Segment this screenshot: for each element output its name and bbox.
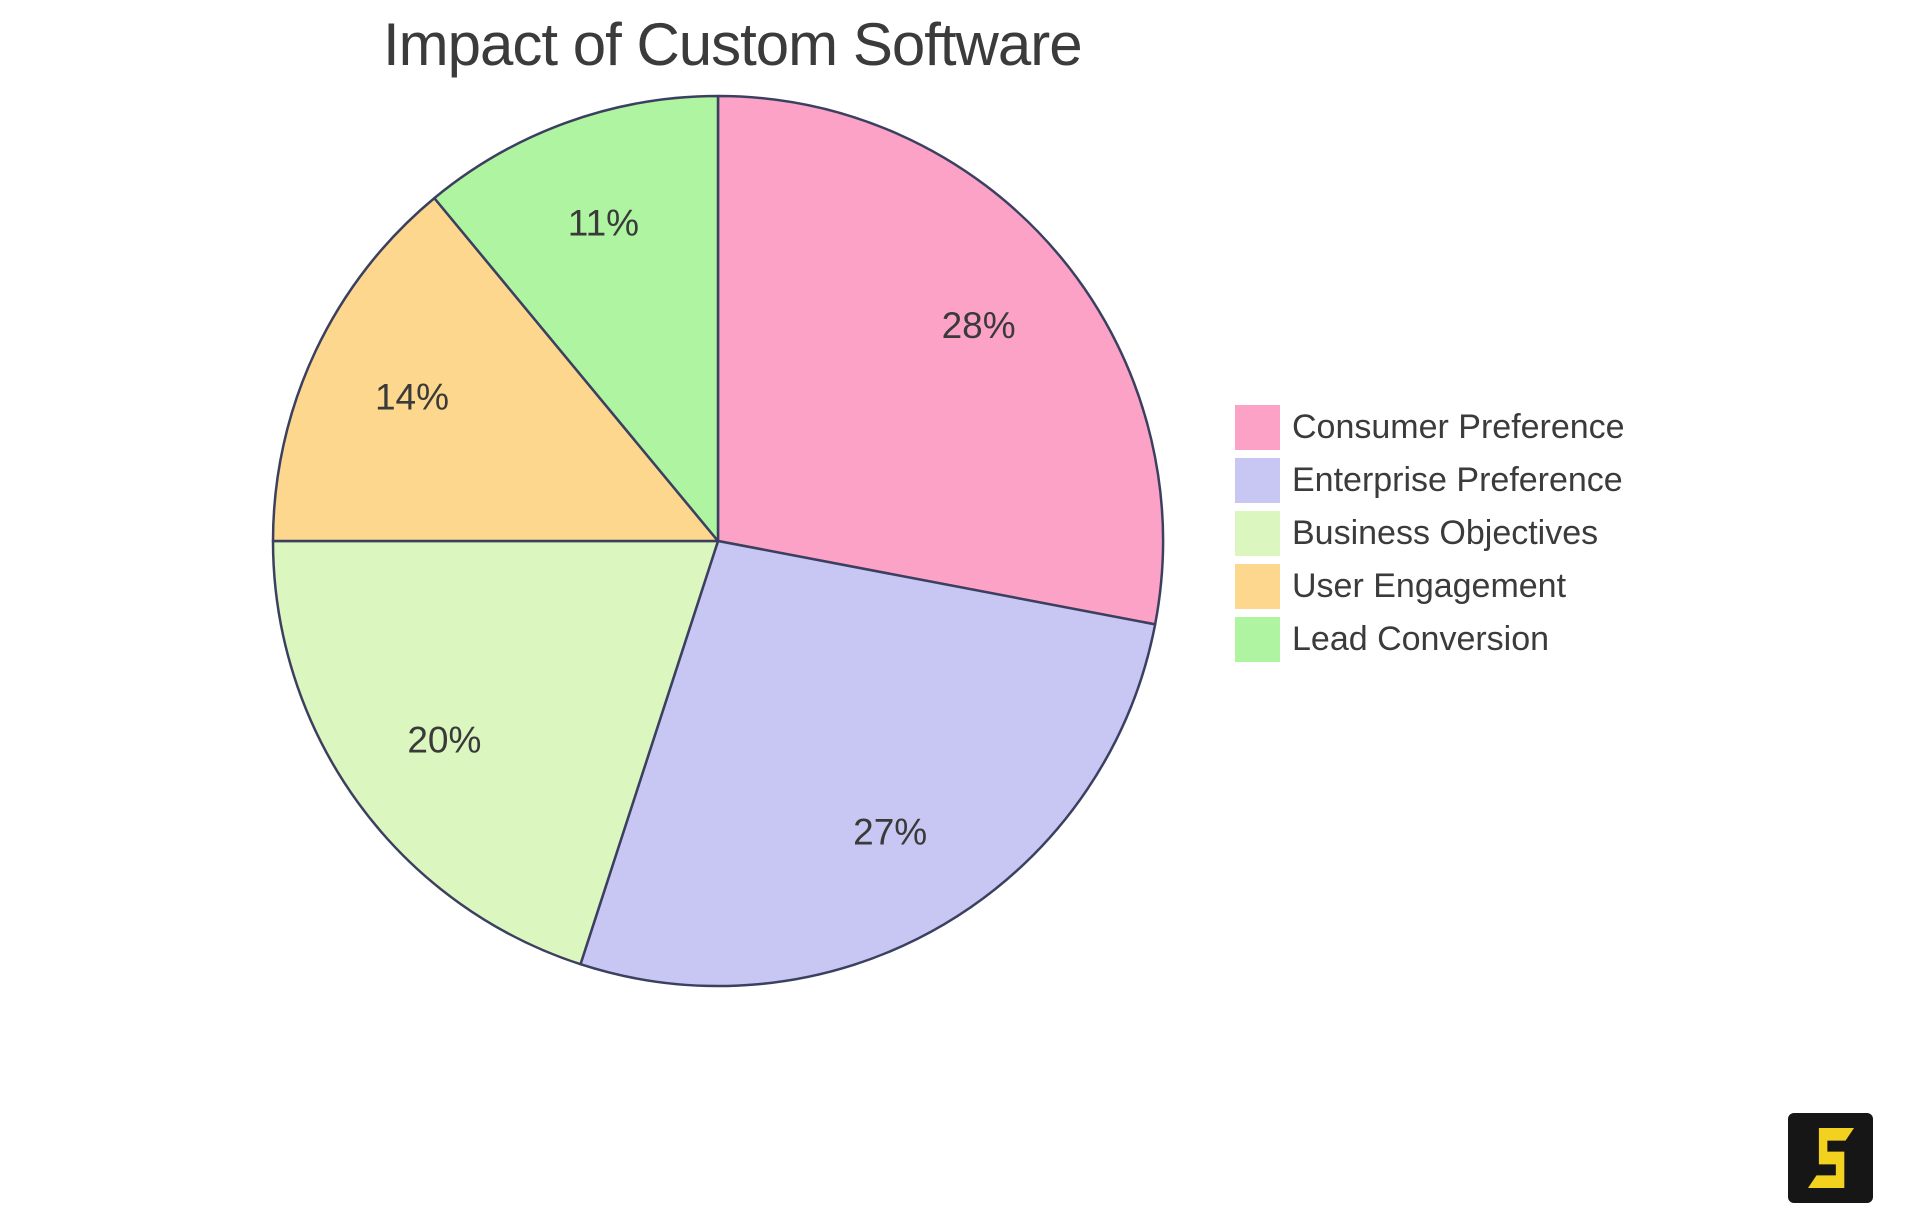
chart-title: Impact of Custom Software xyxy=(383,11,1083,78)
pie-slice-lead-conversion xyxy=(433,94,720,543)
legend-label-user-engagement: User Engagement xyxy=(1292,567,1567,605)
legend-swatch-business-objectives xyxy=(1235,511,1280,556)
brand-s-icon xyxy=(1807,1128,1854,1188)
legend-label-enterprise-preference: Enterprise Preference xyxy=(1292,461,1623,499)
pie-slice-user-engagement xyxy=(271,196,720,543)
pie-value-label-business-objectives: 20% xyxy=(407,719,481,760)
pie-value-label-consumer-preference: 28% xyxy=(942,305,1016,346)
legend-item-lead-conversion: Lead Conversion xyxy=(1235,617,1625,662)
pie-value-label-enterprise-preference: 27% xyxy=(853,812,927,853)
legend-swatch-lead-conversion xyxy=(1235,617,1280,662)
legend-label-lead-conversion: Lead Conversion xyxy=(1292,620,1550,658)
legend: Consumer Preference Enterprise Preference… xyxy=(1235,405,1625,670)
legend-item-enterprise-preference: Enterprise Preference xyxy=(1235,458,1625,503)
pie-slice-consumer-preference xyxy=(716,94,1165,626)
legend-swatch-enterprise-preference xyxy=(1235,458,1280,503)
legend-item-user-engagement: User Engagement xyxy=(1235,564,1625,609)
pie-value-label-lead-conversion: 11% xyxy=(568,202,639,243)
pie-slice-business-objectives xyxy=(271,539,720,966)
pie-value-label-user-engagement: 14% xyxy=(375,377,449,418)
legend-swatch-consumer-preference xyxy=(1235,405,1280,450)
legend-label-business-objectives: Business Objectives xyxy=(1292,514,1599,552)
legend-item-business-objectives: Business Objectives xyxy=(1235,511,1625,556)
legend-label-consumer-preference: Consumer Preference xyxy=(1292,408,1625,446)
legend-item-consumer-preference: Consumer Preference xyxy=(1235,405,1625,450)
pie-slice-enterprise-preference xyxy=(579,539,1157,988)
legend-swatch-user-engagement xyxy=(1235,564,1280,609)
brand-logo xyxy=(1788,1113,1873,1203)
